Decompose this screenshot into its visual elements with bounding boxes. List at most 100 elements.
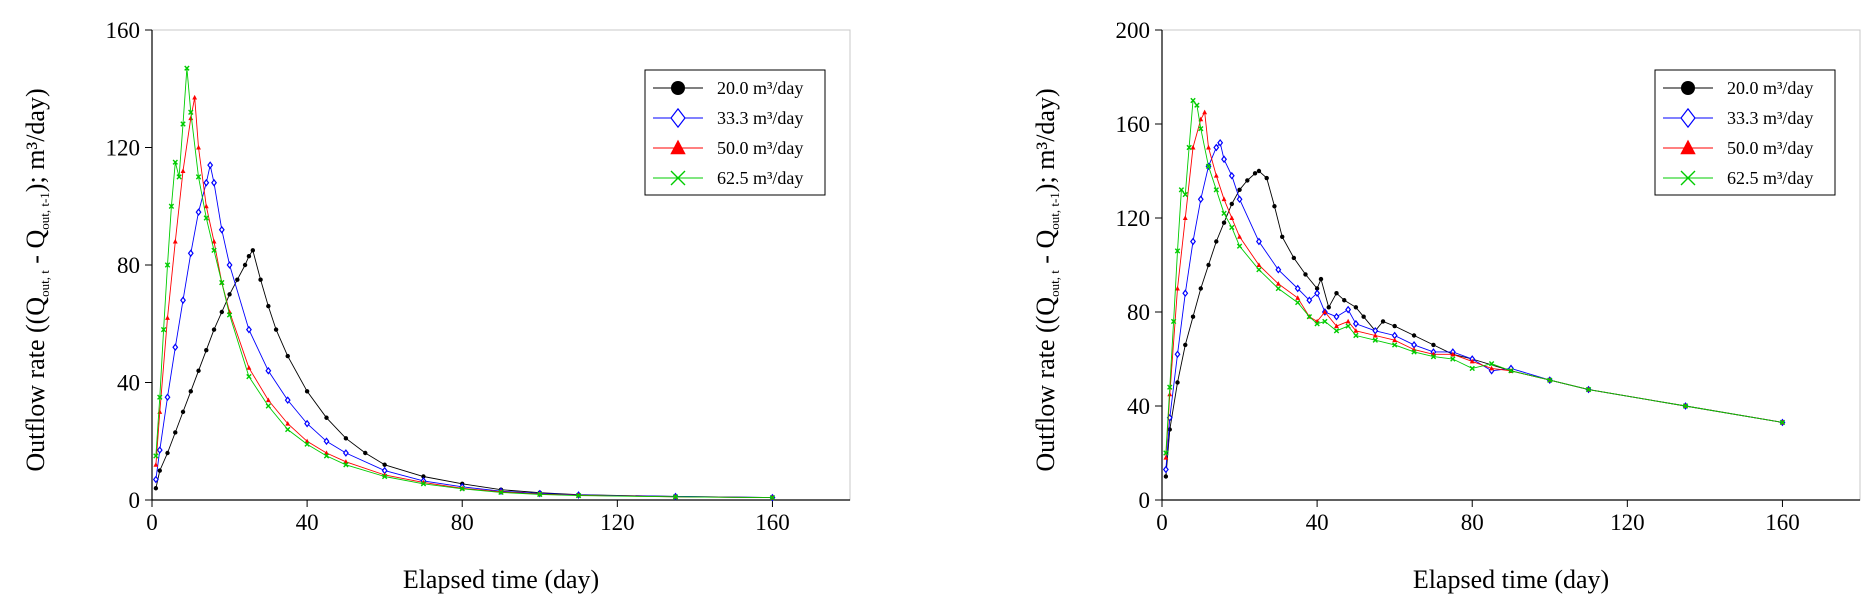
data-point	[218, 225, 225, 234]
data-point	[498, 489, 504, 496]
data-point	[1469, 358, 1475, 364]
data-point	[245, 325, 252, 334]
data-point	[324, 415, 329, 420]
series-3	[1163, 97, 1786, 456]
data-point	[180, 296, 186, 305]
data-point	[1206, 144, 1211, 150]
data-point	[1229, 201, 1234, 207]
y-axis-title-subscript: out, t	[1047, 270, 1062, 297]
data-point	[246, 373, 252, 380]
data-point	[1256, 168, 1262, 174]
data-point	[1182, 289, 1189, 298]
data-point	[1411, 341, 1418, 349]
y-tick-label: 40	[1127, 394, 1150, 419]
data-point	[1295, 295, 1301, 300]
series-0	[153, 248, 775, 500]
data-point	[1245, 178, 1250, 183]
data-point	[1197, 195, 1204, 204]
data-point	[265, 397, 271, 403]
data-point	[1345, 323, 1351, 329]
data-point	[1345, 318, 1351, 324]
data-point	[265, 366, 272, 375]
data-point	[1318, 276, 1324, 282]
data-point	[1182, 215, 1188, 220]
data-point	[219, 279, 225, 286]
data-point	[1198, 126, 1204, 132]
data-point	[1194, 102, 1200, 108]
y-tick-label: 120	[106, 136, 141, 161]
data-point	[204, 347, 209, 353]
legend-marker	[1680, 139, 1696, 155]
legend-label: 20.0 m³/day	[717, 78, 803, 98]
data-point	[1326, 305, 1331, 310]
data-point	[1237, 234, 1242, 239]
legend-marker	[1681, 81, 1695, 95]
data-point	[1236, 195, 1243, 204]
data-point	[769, 494, 776, 501]
data-point	[211, 327, 217, 332]
y-tick-label: 200	[1116, 18, 1151, 43]
data-point	[285, 353, 290, 359]
x-tick-label: 0	[1156, 510, 1168, 535]
data-point	[1275, 285, 1282, 292]
data-point	[1163, 450, 1169, 456]
legend-marker	[1680, 170, 1696, 186]
data-point	[1190, 237, 1196, 246]
data-point	[1217, 138, 1224, 147]
data-point	[1547, 377, 1553, 383]
data-point	[1372, 337, 1378, 343]
data-point	[1450, 351, 1456, 357]
data-point	[1162, 465, 1169, 474]
data-point	[1190, 314, 1196, 319]
data-point	[1333, 312, 1340, 321]
data-point	[172, 343, 179, 352]
data-point	[1205, 163, 1212, 169]
data-point	[1322, 309, 1328, 314]
data-point	[1306, 314, 1313, 320]
data-point	[192, 94, 198, 100]
x-axis-title: Elapsed time (day)	[1413, 565, 1609, 594]
data-point	[1202, 109, 1208, 115]
legend: 20.0 m³/day 33.3 m³/day 50.0 m³/day 62.5 m³…	[1654, 69, 1836, 196]
x-tick-label: 80	[451, 510, 474, 535]
x-tick-label: 40	[296, 510, 319, 535]
series-0	[1163, 168, 1785, 479]
data-point	[1182, 191, 1188, 198]
data-point	[153, 453, 159, 459]
legend-label: 33.3 m³/day	[1727, 108, 1813, 128]
data-point	[1280, 234, 1285, 239]
data-point	[160, 326, 167, 333]
x-tick-label: 160	[755, 510, 790, 535]
data-point	[1252, 171, 1258, 176]
data-point	[156, 446, 163, 454]
series-line	[1165, 170, 1783, 477]
chart-right-svg: 0 40 80 120 160 0 40 80 120 160 200 Elapsed time (d…	[1031, 18, 1861, 594]
data-point	[1342, 298, 1347, 303]
data-point	[211, 238, 217, 244]
data-point	[1508, 368, 1514, 374]
data-point	[1306, 296, 1313, 305]
data-point	[1237, 187, 1242, 192]
legend-marker	[670, 107, 686, 129]
data-point	[343, 462, 349, 468]
data-point	[1255, 237, 1262, 246]
data-point	[1264, 175, 1269, 181]
data-point	[1229, 224, 1235, 231]
data-point	[304, 441, 310, 447]
data-point	[1221, 220, 1227, 225]
data-point	[152, 475, 159, 484]
data-point	[153, 486, 159, 491]
data-point	[207, 161, 214, 169]
data-point	[164, 393, 171, 402]
data-point	[1167, 427, 1172, 432]
data-point	[1392, 337, 1398, 343]
x-axis-title: Elapsed time (day)	[403, 565, 599, 594]
data-point	[304, 389, 310, 394]
x-tick-label: 120	[600, 510, 635, 535]
x-tick-label: 160	[1765, 510, 1800, 535]
data-point	[1256, 267, 1262, 273]
data-point	[304, 419, 311, 428]
series-line	[155, 165, 773, 499]
legend-label: 50.0 m³/day	[717, 138, 803, 158]
y-axis-title: Outflow rate ((Qout, t - Qout, t-1); m³/…	[21, 88, 52, 471]
